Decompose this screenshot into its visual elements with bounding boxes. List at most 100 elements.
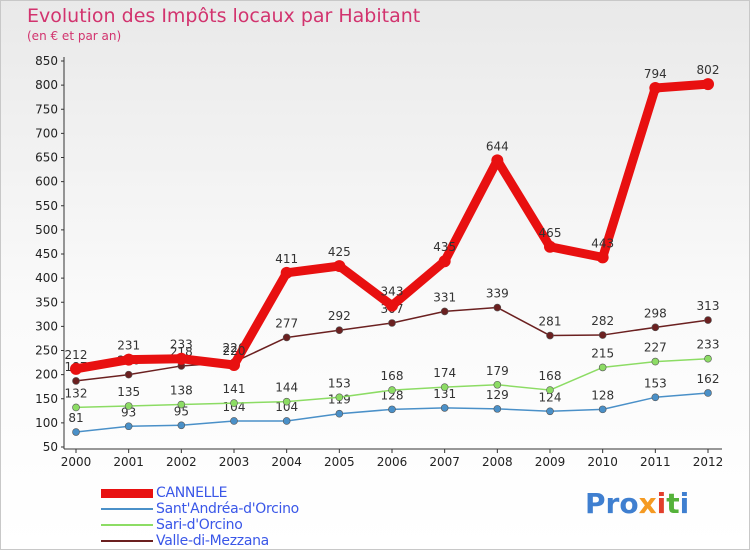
data-label-sant-andrea-d-orcino-2000: 81 [68,411,83,425]
point-cannelle-2000 [70,362,82,375]
data-label-cannelle-2011: 794 [644,67,667,81]
data-label-sant-andrea-d-orcino-2008: 129 [486,388,509,402]
point-cannelle-2007 [438,255,451,268]
data-label-sant-andrea-d-orcino-2009: 124 [539,390,562,404]
point-sant-andrea-d-orcino-2007 [440,404,449,412]
y-tick-label-450: 450 [35,247,58,261]
data-label-sant-andrea-d-orcino-2002: 95 [174,404,189,418]
point-valle-di-mezzana-2010 [598,331,607,339]
data-label-sant-andrea-d-orcino-2004: 104 [275,400,298,414]
y-tick-label-50: 50 [43,440,58,454]
data-label-sari-d-orcino-2001: 135 [117,385,140,399]
y-tick-label-650: 650 [35,151,58,165]
point-cannelle-2009 [544,240,556,253]
data-label-valle-di-mezzana-2005: 292 [328,309,351,323]
point-sant-andrea-d-orcino-2010 [598,405,607,414]
point-sari-d-orcino-2008 [493,380,502,389]
data-label-sari-d-orcino-2008: 179 [486,364,509,378]
point-cannelle-2005 [333,260,346,273]
data-label-cannelle-2001: 231 [117,339,140,353]
x-tick-label-2012: 2012 [693,455,724,469]
point-valle-di-mezzana-2011 [651,323,660,332]
data-label-valle-di-mezzana-2007: 331 [433,290,456,304]
point-valle-di-mezzana-2009 [546,331,554,340]
legend-swatch-sari [101,524,153,526]
logo-part-t: t [666,487,680,520]
data-label-cannelle-2009: 465 [539,226,562,240]
data-label-valle-di-mezzana-2009: 281 [539,315,562,329]
point-sari-d-orcino-2010 [598,363,607,372]
data-label-cannelle-2012: 802 [697,63,720,77]
point-sari-d-orcino-2009 [546,386,554,394]
data-label-valle-di-mezzana-2008: 339 [486,287,509,301]
x-tick-label-2001: 2001 [113,455,144,469]
legend-label-sant-andrea: Sant'Andréa-d'Orcino [156,501,299,517]
data-label-cannelle-2005: 425 [328,245,351,259]
point-valle-di-mezzana-2000 [72,377,80,385]
y-tick-label-150: 150 [35,392,58,406]
legend-item-cannelle: CANNELLE [101,485,299,501]
point-valle-di-mezzana-2006 [388,319,396,327]
logo-part-x: x [638,487,657,520]
point-sari-d-orcino-2002 [177,400,186,409]
proxiti-logo: Proxiti [585,487,689,520]
point-sari-d-orcino-2000 [72,403,80,412]
point-sari-d-orcino-2006 [388,386,396,394]
point-sari-d-orcino-2005 [335,393,344,402]
x-tick-label-2007: 2007 [429,455,460,469]
chart-subtitle: (en € et par an) [27,29,122,43]
point-valle-di-mezzana-2004 [282,333,291,342]
data-label-sant-andrea-d-orcino-2010: 128 [591,388,614,402]
legend-item-valle: Valle-di-Mezzana [101,533,299,549]
y-tick-label-350: 350 [35,295,58,309]
point-sari-d-orcino-2004 [282,397,291,406]
point-sari-d-orcino-2011 [651,357,660,366]
data-label-cannelle-2010: 443 [591,236,614,250]
data-label-cannelle-2000: 212 [65,348,88,362]
data-label-sari-d-orcino-2006: 168 [381,369,404,383]
y-tick-label-800: 800 [35,78,58,92]
legend-label-sari: Sari-d'Orcino [156,517,243,533]
data-label-cannelle-2002: 233 [170,338,193,352]
data-label-valle-di-mezzana-2010: 282 [591,314,614,328]
point-cannelle-2012 [702,78,714,91]
point-cannelle-2004 [280,266,293,279]
y-tick-label-750: 750 [35,102,58,116]
legend: CANNELLE Sant'Andréa-d'Orcino Sari-d'Orc… [101,485,299,549]
point-valle-di-mezzana-2005 [335,326,344,335]
legend-swatch-valle [101,540,153,542]
x-tick-label-2008: 2008 [482,455,513,469]
point-sari-d-orcino-2007 [440,383,449,391]
x-tick-label-2004: 2004 [271,455,302,469]
data-label-sari-d-orcino-2000: 132 [65,386,88,400]
y-tick-label-250: 250 [35,344,58,358]
data-label-sari-d-orcino-2002: 138 [170,384,193,398]
point-valle-di-mezzana-2001 [124,370,133,379]
data-label-cannelle-2007: 435 [433,240,456,254]
x-tick-label-2010: 2010 [587,455,618,469]
data-label-sant-andrea-d-orcino-2006: 128 [381,388,404,402]
legend-label-cannelle: CANNELLE [156,485,228,501]
point-sant-andrea-d-orcino-2003 [230,417,238,425]
point-sant-andrea-d-orcino-2002 [177,421,186,430]
legend-swatch-sant-andrea [101,508,153,510]
data-label-valle-di-mezzana-2004: 277 [275,316,298,330]
point-sant-andrea-d-orcino-2000 [72,428,80,436]
data-label-sari-d-orcino-2009: 168 [539,369,562,383]
point-cannelle-2002 [175,352,188,365]
data-label-cannelle-2006: 343 [381,285,404,299]
data-label-sari-d-orcino-2007: 174 [433,366,456,380]
x-tick-label-2000: 2000 [61,455,92,469]
logo-part-pro: Pro [585,487,639,520]
data-label-cannelle-2004: 411 [275,252,298,266]
point-valle-di-mezzana-2012 [704,316,712,324]
legend-swatch-cannelle [101,488,153,498]
y-tick-label-100: 100 [35,416,58,430]
data-label-sari-d-orcino-2010: 215 [591,346,614,360]
point-sant-andrea-d-orcino-2011 [651,393,660,402]
point-cannelle-2008 [491,154,504,167]
data-label-sant-andrea-d-orcino-2001: 93 [121,405,136,419]
data-label-sant-andrea-d-orcino-2012: 162 [697,372,720,386]
